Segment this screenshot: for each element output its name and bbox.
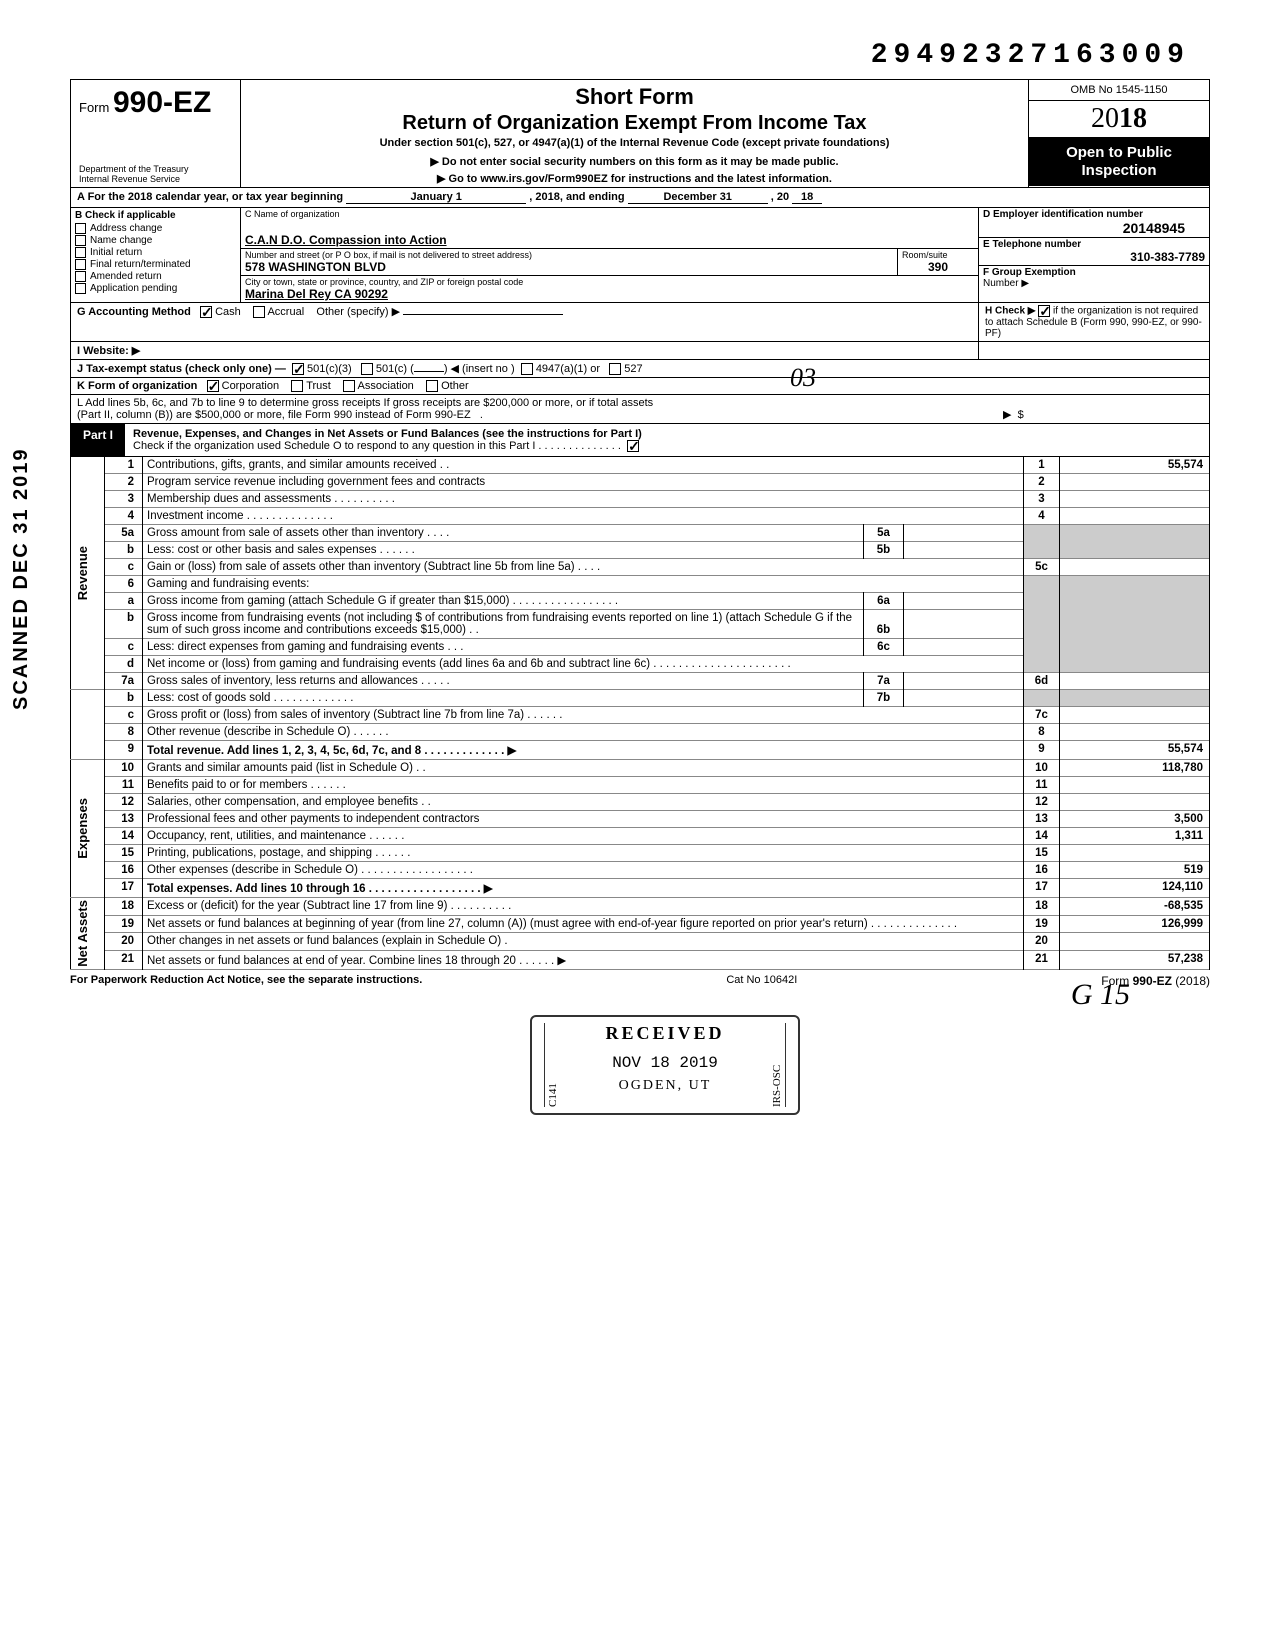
tax-year: 2018 <box>1029 101 1209 138</box>
cb-name-change[interactable] <box>75 235 86 246</box>
cb-schedule-o-part1[interactable] <box>627 440 639 452</box>
form-number: Form 990-EZ <box>79 86 232 120</box>
suite-value: 390 <box>902 260 974 274</box>
omb-number: OMB No 1545-1150 <box>1029 80 1209 101</box>
side-expenses: Expenses <box>75 798 90 859</box>
cb-trust[interactable] <box>291 380 303 392</box>
cb-cash[interactable] <box>200 306 212 318</box>
dept-irs: Internal Revenue Service <box>79 175 232 185</box>
row-l: L Add lines 5b, 6c, and 7b to line 9 to … <box>70 395 1210 424</box>
ein-value: 20148945 <box>983 220 1205 236</box>
cb-association[interactable] <box>343 380 355 392</box>
cb-other-org[interactable] <box>426 380 438 392</box>
side-net-assets: Net Assets <box>75 900 90 967</box>
group-exemption-label: F Group Exemption <box>983 267 1205 278</box>
handwritten-g15: G 15 <box>1071 978 1130 1012</box>
group-exemption-number: Number ▶ <box>983 278 1205 289</box>
col-b-checkboxes: B Check if applicable Address change Nam… <box>71 208 241 302</box>
open-to-public: Open to Public Inspection <box>1029 138 1209 186</box>
row-g-h: G Accounting Method Cash Accrual Other (… <box>70 303 1210 342</box>
cb-4947[interactable] <box>521 363 533 375</box>
address-label: Number and street (or P O box, if mail i… <box>245 250 893 260</box>
side-revenue: Revenue <box>75 546 90 600</box>
received-stamp: C141 RECEIVED NOV 18 2019 OGDEN, UT IRS-… <box>530 1015 800 1115</box>
cb-501c[interactable] <box>361 363 373 375</box>
form-body-table-2: Rev bLess: cost of goods sold . . . . . … <box>70 690 1210 970</box>
org-name-value: C.A.N D.O. Compassion into Action <box>245 233 974 247</box>
cb-address-change[interactable] <box>75 223 86 234</box>
title-return: Return of Organization Exempt From Incom… <box>249 112 1020 135</box>
line-a: A For the 2018 calendar year, or tax yea… <box>70 188 1210 208</box>
part-i-header: Part I Revenue, Expenses, and Changes in… <box>70 424 1210 457</box>
page-footer: For Paperwork Reduction Act Notice, see … <box>70 970 1210 992</box>
cb-accrual[interactable] <box>253 306 265 318</box>
address-value: 578 WASHINGTON BLVD <box>245 260 893 274</box>
tel-value: 310-383-7789 <box>983 250 1205 264</box>
scanned-stamp: SCANNED DEC 31 2019 <box>10 447 33 710</box>
cb-application-pending[interactable] <box>75 283 86 294</box>
cb-501c3[interactable] <box>292 363 304 375</box>
title-short-form: Short Form <box>249 84 1020 110</box>
ssn-warning: ▶ Do not enter social security numbers o… <box>249 155 1020 168</box>
cb-corporation[interactable] <box>207 380 219 392</box>
dln-number: 29492327163009 <box>70 40 1210 71</box>
cb-amended-return[interactable] <box>75 271 86 282</box>
row-j: J Tax-exempt status (check only one) — 5… <box>70 360 1210 378</box>
ein-label: D Employer identification number <box>983 209 1205 220</box>
form-header: Form 990-EZ Department of the Treasury I… <box>70 79 1210 188</box>
handwritten-03: 03 <box>790 363 816 393</box>
row-i: I Website: ▶ <box>70 342 1210 360</box>
goto-link: ▶ Go to www.irs.gov/Form990EZ for instru… <box>249 172 1020 185</box>
cb-initial-return[interactable] <box>75 247 86 258</box>
city-value: Marina Del Rey CA 90292 <box>245 287 974 301</box>
form-body-table: Revenue 1Contributions, gifts, grants, a… <box>70 457 1210 690</box>
suite-label: Room/suite <box>902 250 974 260</box>
org-name-label: C Name of organization <box>245 209 974 219</box>
city-label: City or town, state or province, country… <box>245 277 974 287</box>
cb-final-return[interactable] <box>75 259 86 270</box>
tel-label: E Telephone number <box>983 239 1205 250</box>
cb-schedule-b[interactable] <box>1038 305 1050 317</box>
subtitle: Under section 501(c), 527, or 4947(a)(1)… <box>249 137 1020 149</box>
cb-527[interactable] <box>609 363 621 375</box>
row-k: K Form of organization Corporation Trust… <box>70 378 1210 395</box>
entity-block: B Check if applicable Address change Nam… <box>70 208 1210 303</box>
